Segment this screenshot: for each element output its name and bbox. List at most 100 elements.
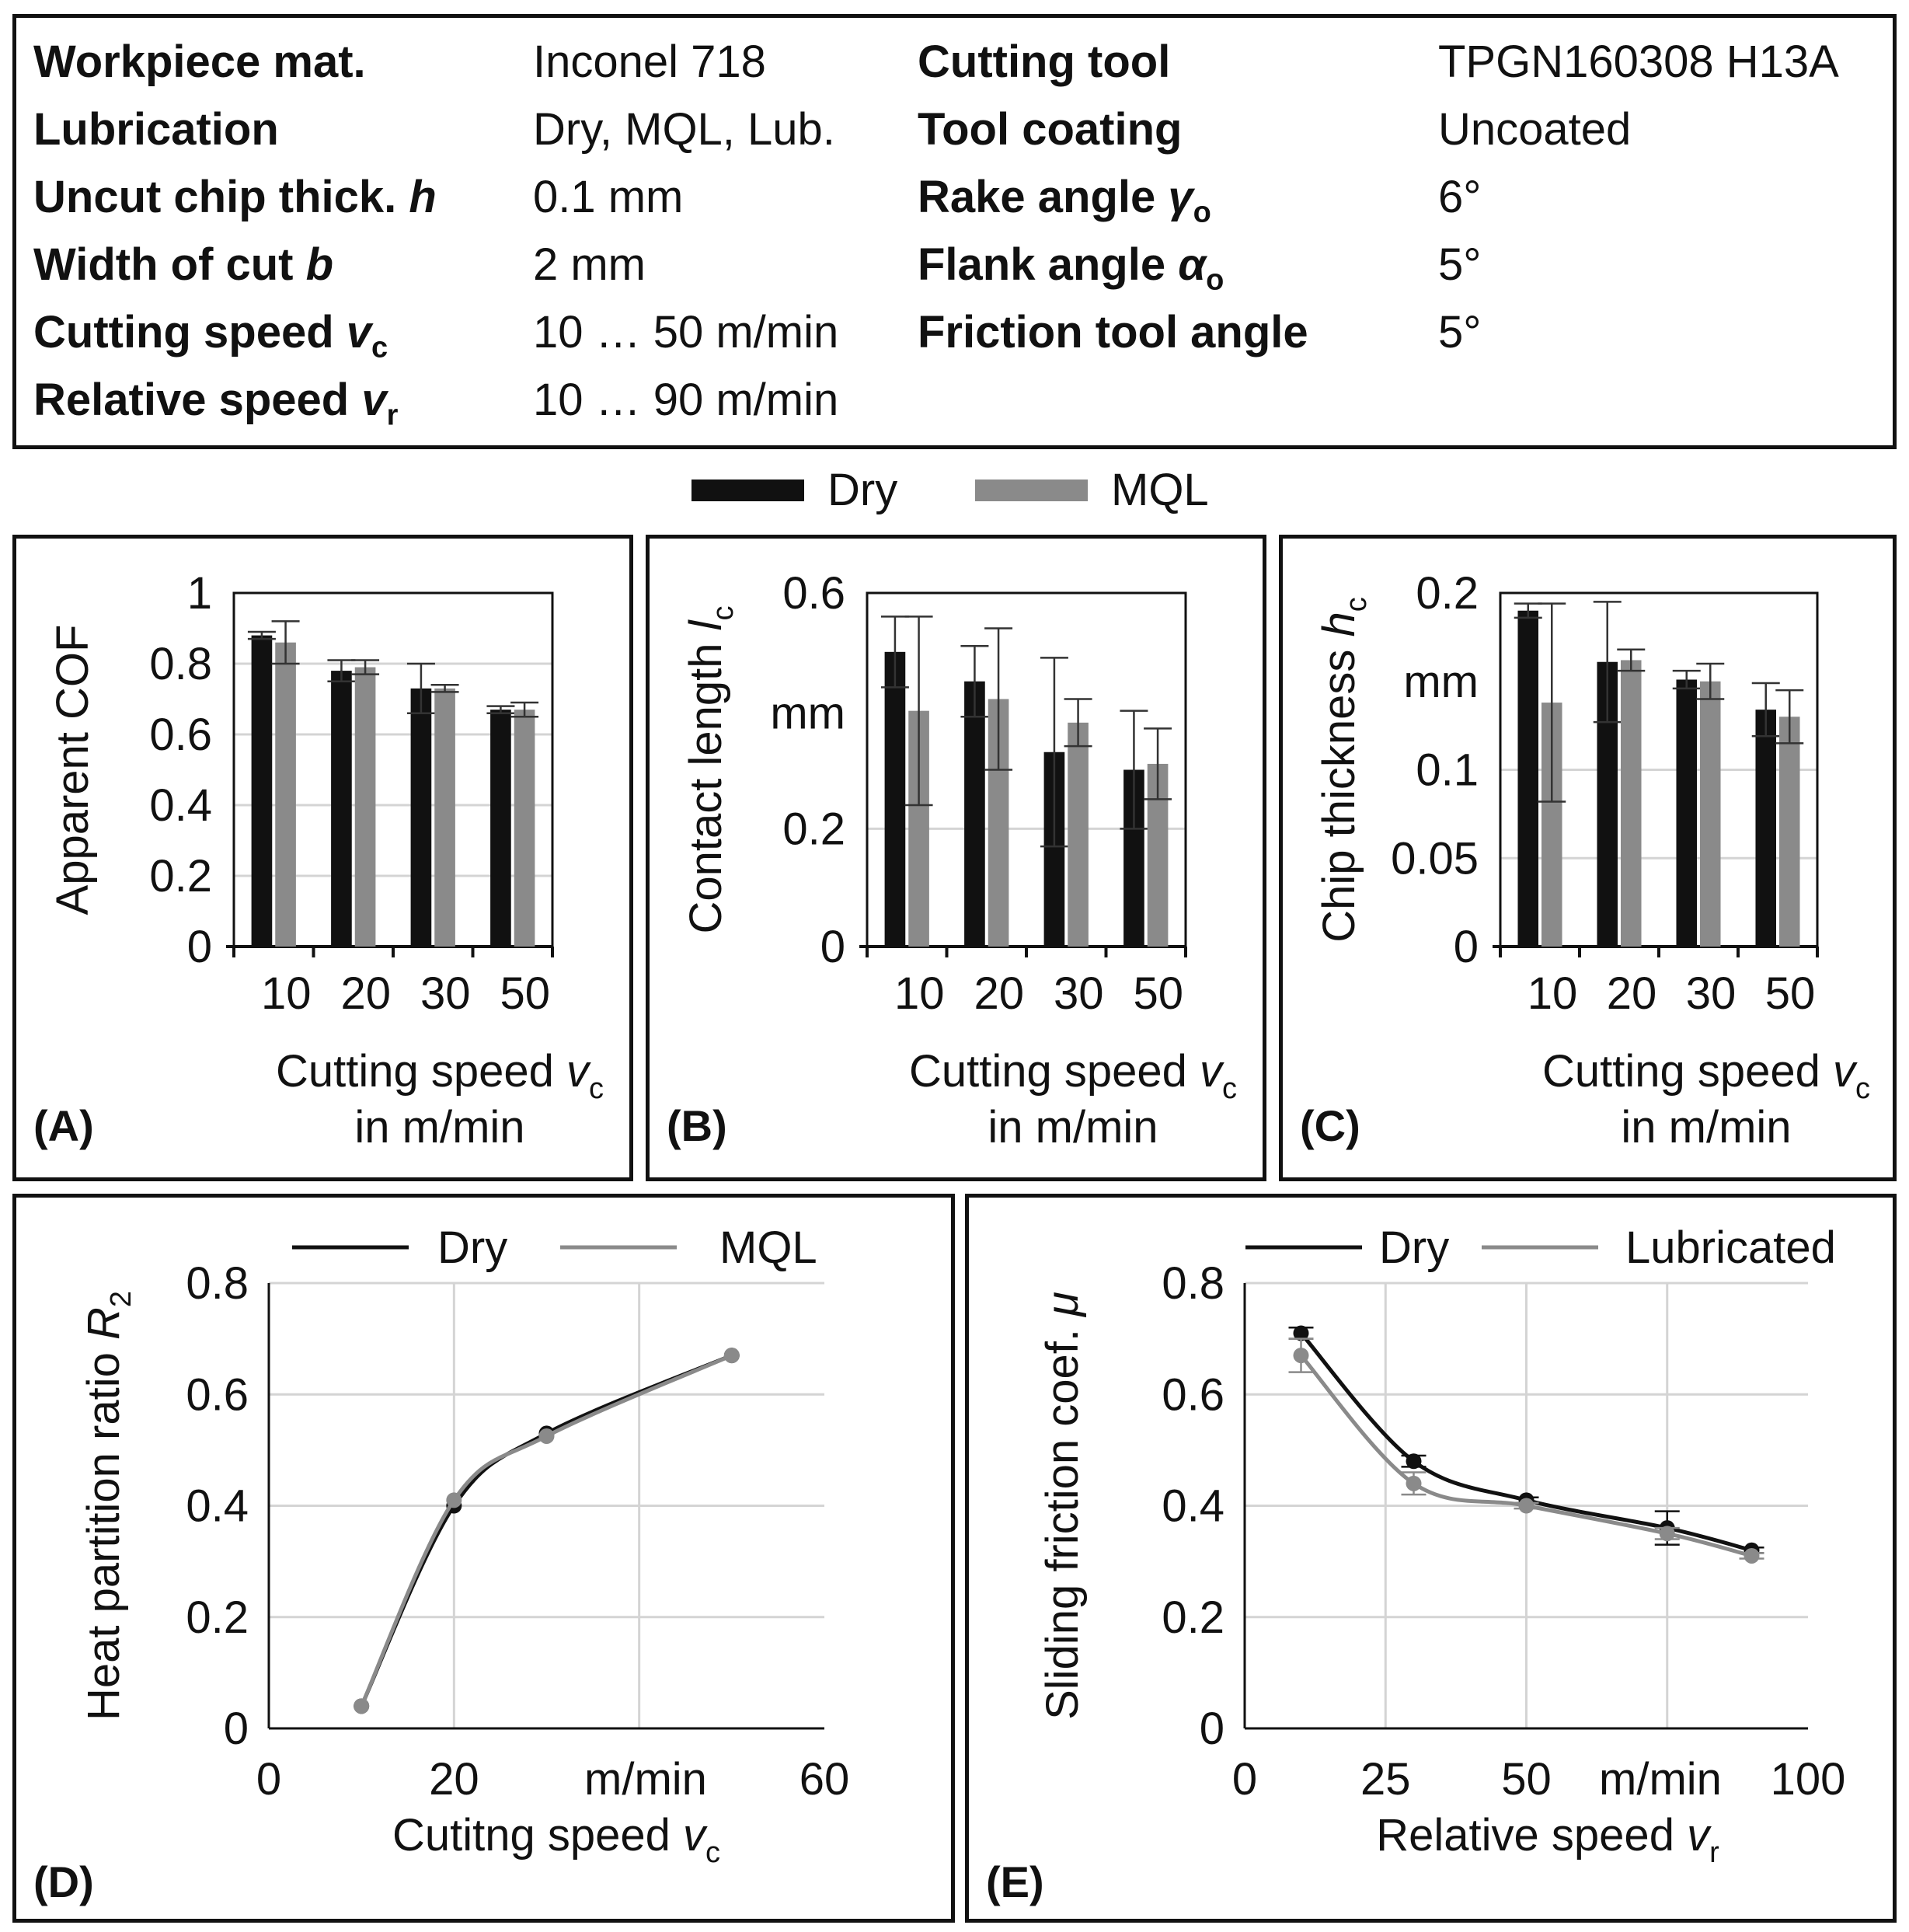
param-left-value-0: Inconel 718: [533, 37, 766, 87]
data-point-lubricated: [1293, 1348, 1309, 1364]
x-axis-title-line2: in m/min: [354, 1102, 524, 1153]
y-tick-label: 0: [187, 922, 212, 972]
series-line-dry: [359, 1353, 733, 1707]
x-tick-label: 50: [1133, 968, 1183, 1019]
x-tick-label: 0: [1232, 1754, 1257, 1805]
bar-mql: [275, 642, 296, 947]
y-tick-label: 0.8: [149, 639, 212, 689]
legend-dry-label: Dry: [827, 465, 897, 515]
x-tick-label: 50: [1765, 968, 1816, 1019]
y-tick-label: 0.1: [1416, 745, 1479, 796]
param-right-value-4: 5°: [1438, 307, 1482, 357]
y-axis-title: Heat partition ratio R2: [78, 1291, 138, 1721]
panel-a: 0 0.2 0.4 0.6 0.8 1 10 20 30 50 Apparent COF Cuttin…: [12, 535, 633, 1181]
panel-label: (E): [986, 1857, 1044, 1906]
y-tick-label: 1: [187, 568, 212, 619]
param-right-label-3: Flank angle αo: [918, 239, 1224, 297]
y-axis-title: Contact length lc: [681, 605, 740, 933]
param-right-label-2: Rake angle γo: [918, 172, 1211, 229]
y-tick-label: 0.8: [1162, 1258, 1224, 1309]
param-left-value-5: 10 … 90 m/min: [533, 375, 839, 425]
panel-d: 0 0.2 0.4 0.6 0.8 0 20 60 m/min Dry MQL Heat partit…: [12, 1194, 955, 1923]
panel-b: 0 0.2 0.6 mm 10 20 30 50 Contact length lc Cuttin…: [646, 535, 1266, 1181]
param-left-label-0: Workpiece mat.: [33, 37, 366, 87]
legend-mql-swatch: [975, 480, 1088, 501]
chart-b-svg: 0 0.2 0.6 mm 10 20 30 50 Contact length lc Cuttin…: [667, 568, 1237, 1153]
bar-mql: [1068, 722, 1089, 947]
y-tick-label: 0.2: [186, 1592, 249, 1643]
x-tick-label: 10: [261, 968, 312, 1019]
legend-second-label: Lubricated: [1625, 1222, 1836, 1273]
x-tick-label: 10: [1528, 968, 1578, 1019]
x-axis-title-line2: in m/min: [1621, 1102, 1791, 1153]
data-point-lubricated: [1659, 1526, 1675, 1542]
chart-e: 0 0.2 0.4 0.6 0.8 0 25 50 100 m/min Dry Lubricated S…: [986, 1222, 1845, 1906]
parameter-table: Workpiece mat. Inconel 718 Lubrication Dry,…: [12, 14, 1897, 449]
chart-b: 0 0.2 0.6 mm 10 20 30 50 Contact length lc Cuttin…: [667, 568, 1237, 1153]
y-tick-label: 0.05: [1391, 833, 1479, 884]
x-unit-label: m/min: [1599, 1754, 1722, 1805]
bar-mql: [1621, 660, 1642, 947]
bar-mql: [514, 710, 535, 947]
series-line-mql: [359, 1353, 733, 1707]
chart-d-svg: 0 0.2 0.4 0.6 0.8 0 20 60 m/min Dry MQL Heat partit…: [33, 1222, 849, 1906]
param-right-value-0: TPGN160308 H13A: [1438, 37, 1839, 87]
x-axis-title: Cutitng speed vc: [392, 1810, 720, 1869]
x-tick-label: 30: [420, 968, 471, 1019]
y-tick-label: 0: [224, 1704, 249, 1754]
param-right-value-2: 6°: [1438, 172, 1482, 222]
data-point-lubricated: [1744, 1547, 1760, 1564]
param-left-value-4: 10 … 50 m/min: [533, 307, 839, 357]
chart-c: 0 0.05 0.1 0.2 mm 10 20 30 50 Chip thickness hc Cu…: [1300, 568, 1870, 1153]
panel-label: (C): [1300, 1101, 1360, 1150]
legend-dry-label: Dry: [1379, 1222, 1449, 1273]
legend-mql-label: MQL: [1111, 465, 1209, 515]
x-tick-label: 20: [429, 1754, 479, 1805]
param-left-label-5: Relative speed vr: [33, 375, 399, 432]
data-point-dry: [1293, 1325, 1309, 1341]
y-tick-label: 0.4: [186, 1481, 249, 1532]
y-axis-title: Chip thickness hc: [1314, 597, 1373, 943]
x-unit-label: m/min: [584, 1754, 707, 1805]
y-tick-label: 0.2: [1162, 1592, 1224, 1643]
y-unit-label: mm: [1403, 657, 1479, 707]
panel-e: 0 0.2 0.4 0.6 0.8 0 25 50 100 m/min Dry Lubricated S…: [965, 1194, 1897, 1923]
x-tick-label: 10: [894, 968, 945, 1019]
x-axis-title-line2: in m/min: [988, 1102, 1158, 1153]
y-axis-title: Apparent COF: [47, 625, 98, 915]
param-left-label-3: Width of cut b: [33, 239, 334, 290]
bar-dry: [1755, 710, 1776, 947]
y-tick-label: 0.6: [186, 1369, 249, 1420]
bar-dry: [884, 651, 906, 947]
legend-dry-label: Dry: [437, 1222, 507, 1273]
y-tick-label: 0: [820, 922, 845, 972]
param-right-label-0: Cutting tool: [918, 37, 1171, 87]
bar-mql: [1700, 681, 1721, 947]
x-axis-title: Cutting speed vc: [276, 1046, 604, 1105]
bar-mql: [1779, 717, 1800, 947]
panel-label: (A): [33, 1101, 94, 1150]
data-point-mql: [446, 1492, 462, 1508]
legend-second-label: MQL: [719, 1222, 817, 1273]
x-tick-label: 20: [340, 968, 391, 1019]
x-axis-title: Cutting speed vc: [909, 1046, 1237, 1105]
y-tick-label: 0.2: [149, 851, 212, 901]
y-tick-label: 0: [1200, 1704, 1224, 1754]
param-left-value-2: 0.1 mm: [533, 172, 684, 222]
bar-mql: [434, 688, 455, 947]
param-right-value-3: 5°: [1438, 239, 1482, 290]
param-left-label-4: Cutting speed vc: [33, 307, 388, 364]
panel-c: 0 0.05 0.1 0.2 mm 10 20 30 50 Chip thickness hc Cu…: [1279, 535, 1897, 1181]
x-tick-label: 50: [1501, 1754, 1552, 1805]
chart-a: 0 0.2 0.4 0.6 0.8 1 10 20 30 50 Apparent COF Cuttin…: [33, 568, 604, 1153]
data-point-lubricated: [1518, 1498, 1535, 1514]
x-axis-title: Relative speed vr: [1376, 1810, 1719, 1869]
panel-label: (D): [33, 1857, 94, 1906]
chart-c-svg: 0 0.05 0.1 0.2 mm 10 20 30 50 Chip thickness hc Cu…: [1300, 568, 1870, 1153]
y-tick-label: 0.4: [1162, 1481, 1224, 1532]
y-tick-label: 0.6: [1162, 1369, 1224, 1420]
y-tick-label: 0.2: [782, 804, 845, 854]
param-right-label-4: Friction tool angle: [918, 307, 1308, 357]
panel-label: (B): [667, 1101, 727, 1150]
y-tick-label: 0.2: [1416, 568, 1479, 619]
